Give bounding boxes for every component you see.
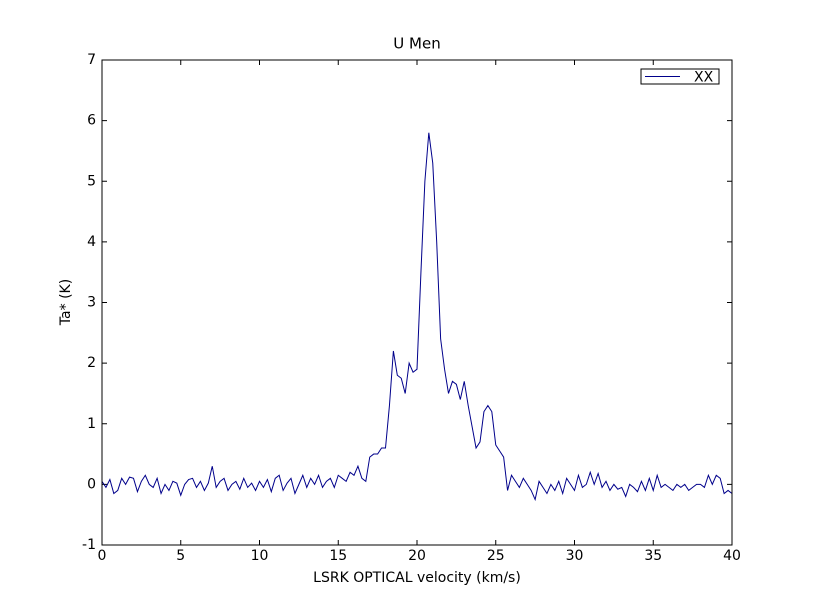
y-tick-label: 2	[87, 355, 96, 371]
x-tick-label: 20	[408, 548, 426, 564]
y-tick-label: 1	[87, 416, 96, 432]
y-tick-label: -1	[82, 537, 96, 553]
chart-title: U Men	[393, 35, 440, 53]
x-tick-label: 0	[98, 548, 107, 564]
y-tick-label: 7	[87, 52, 96, 68]
x-tick-label: 15	[329, 548, 347, 564]
x-tick-label: 10	[251, 548, 269, 564]
y-tick-label: 3	[87, 295, 96, 311]
x-tick-label: 30	[566, 548, 584, 564]
plot-frame	[101, 59, 733, 546]
x-tick-label: 40	[723, 548, 741, 564]
x-axis-label: LSRK OPTICAL velocity (km/s)	[313, 570, 521, 586]
legend-label: XX	[694, 70, 714, 86]
y-tick-label: 4	[87, 234, 96, 250]
y-axis-label: Ta* (K)	[58, 279, 74, 326]
x-tick-label: 25	[487, 548, 505, 564]
y-tick-label: 6	[87, 113, 96, 129]
x-tick-label: 35	[644, 548, 662, 564]
data-line	[101, 132, 733, 502]
x-tick-label: 5	[176, 548, 185, 564]
y-tick-label: 5	[87, 173, 96, 189]
y-tick-label: 0	[87, 476, 96, 492]
